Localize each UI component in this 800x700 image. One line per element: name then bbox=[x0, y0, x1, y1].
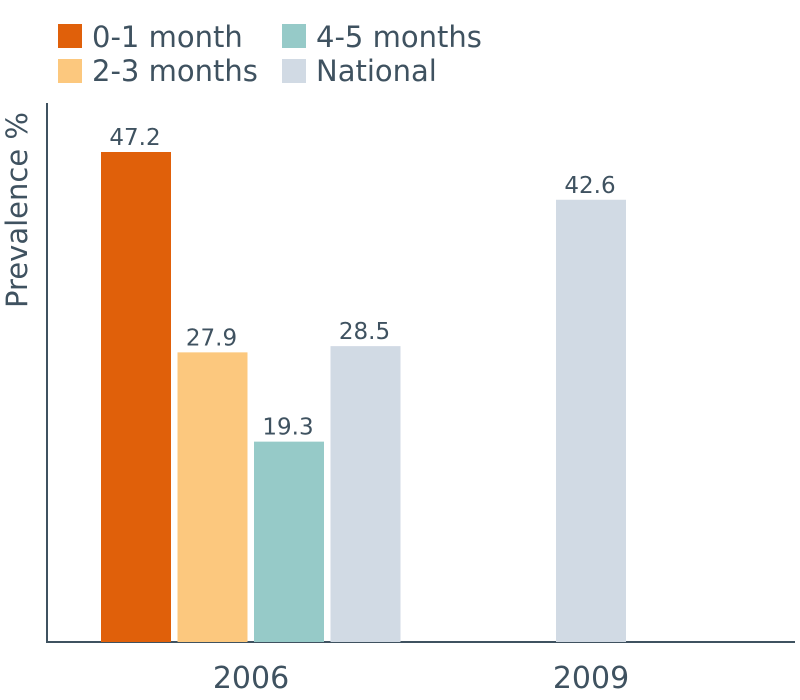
value-label-2006-national: 28.5 bbox=[339, 319, 390, 345]
legend-label-0-1-month: 0-1 month bbox=[92, 20, 243, 54]
legend-label-4-5-months: 4-5 months bbox=[316, 20, 482, 54]
x-tick-labels-group: 2006 2009 bbox=[213, 661, 629, 696]
x-tick-label-2009: 2009 bbox=[553, 661, 629, 696]
legend-label-2-3-months: 2-3 months bbox=[92, 54, 258, 88]
legend-swatch-4-5-months bbox=[282, 24, 306, 48]
value-label-2006-4-5-months: 19.3 bbox=[262, 415, 313, 441]
bar-2006-4-5-months bbox=[254, 441, 324, 642]
bar-2006-0-1-month bbox=[101, 152, 171, 642]
legend-swatch-0-1-month bbox=[58, 24, 82, 48]
legend-label-national: National bbox=[316, 54, 437, 88]
bar-2009-national bbox=[556, 199, 626, 642]
bar-2006-2-3-months bbox=[177, 352, 248, 642]
legend: 0-1 month 4-5 months 2-3 months National bbox=[58, 20, 482, 88]
value-label-2006-0-1-month: 47.2 bbox=[109, 125, 160, 151]
x-tick-label-2006: 2006 bbox=[213, 661, 289, 696]
bars-group bbox=[101, 152, 626, 642]
legend-swatch-national bbox=[282, 59, 306, 83]
legend-swatch-2-3-months bbox=[58, 59, 82, 83]
value-labels-group: 47.2 27.9 19.3 28.5 42.6 bbox=[109, 125, 615, 441]
value-label-2006-2-3-months: 27.9 bbox=[186, 325, 237, 351]
bar-2006-national bbox=[330, 346, 401, 642]
value-label-2009-national: 42.6 bbox=[564, 173, 615, 199]
y-axis-label: Prevalence % bbox=[0, 112, 34, 308]
